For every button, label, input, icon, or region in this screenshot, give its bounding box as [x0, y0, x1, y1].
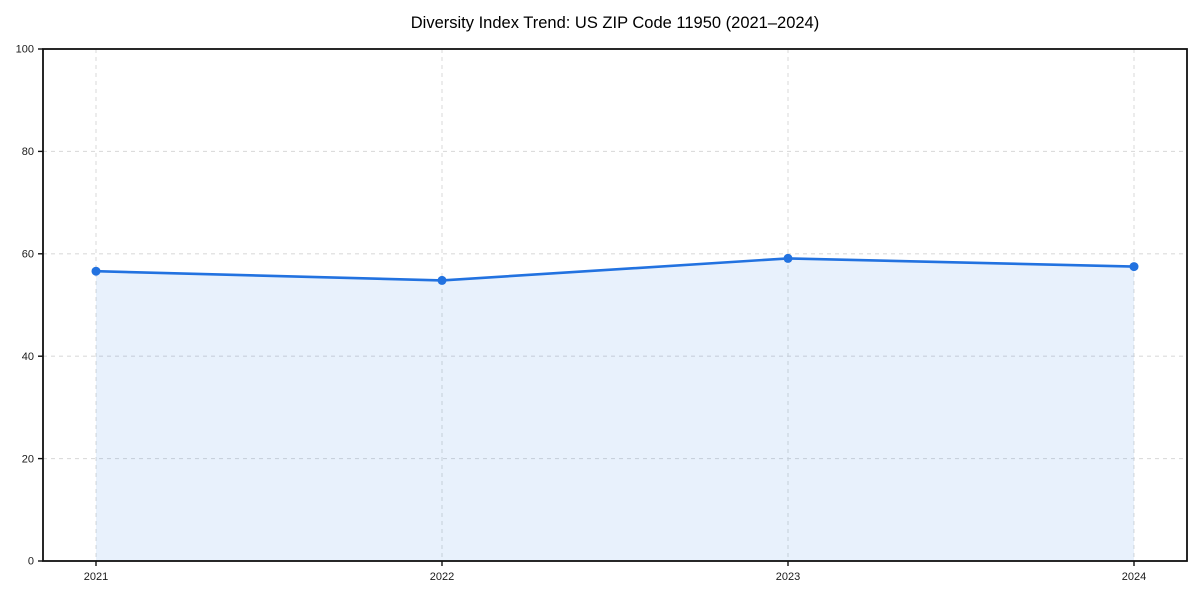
data-point — [437, 275, 447, 285]
y-tick-label: 100 — [16, 44, 34, 56]
area-fill — [96, 258, 1134, 561]
y-tick-label: 40 — [22, 351, 34, 363]
chart-title: Diversity Index Trend: US ZIP Code 11950… — [410, 14, 820, 32]
x-tick-label: 2024 — [1122, 571, 1146, 583]
plot-border — [42, 48, 1188, 562]
x-tick-label: 2022 — [430, 571, 454, 583]
y-tick-label: 20 — [22, 453, 34, 465]
data-point — [91, 266, 101, 276]
data-point — [1129, 262, 1139, 272]
trend-line — [94, 257, 1136, 282]
y-tick-label: 60 — [22, 249, 34, 261]
x-tick-label: 2021 — [84, 571, 108, 583]
x-tick-label: 2023 — [776, 571, 800, 583]
y-tick-label: 0 — [28, 556, 34, 568]
data-point — [783, 253, 793, 263]
y-tick-label: 80 — [22, 146, 34, 158]
